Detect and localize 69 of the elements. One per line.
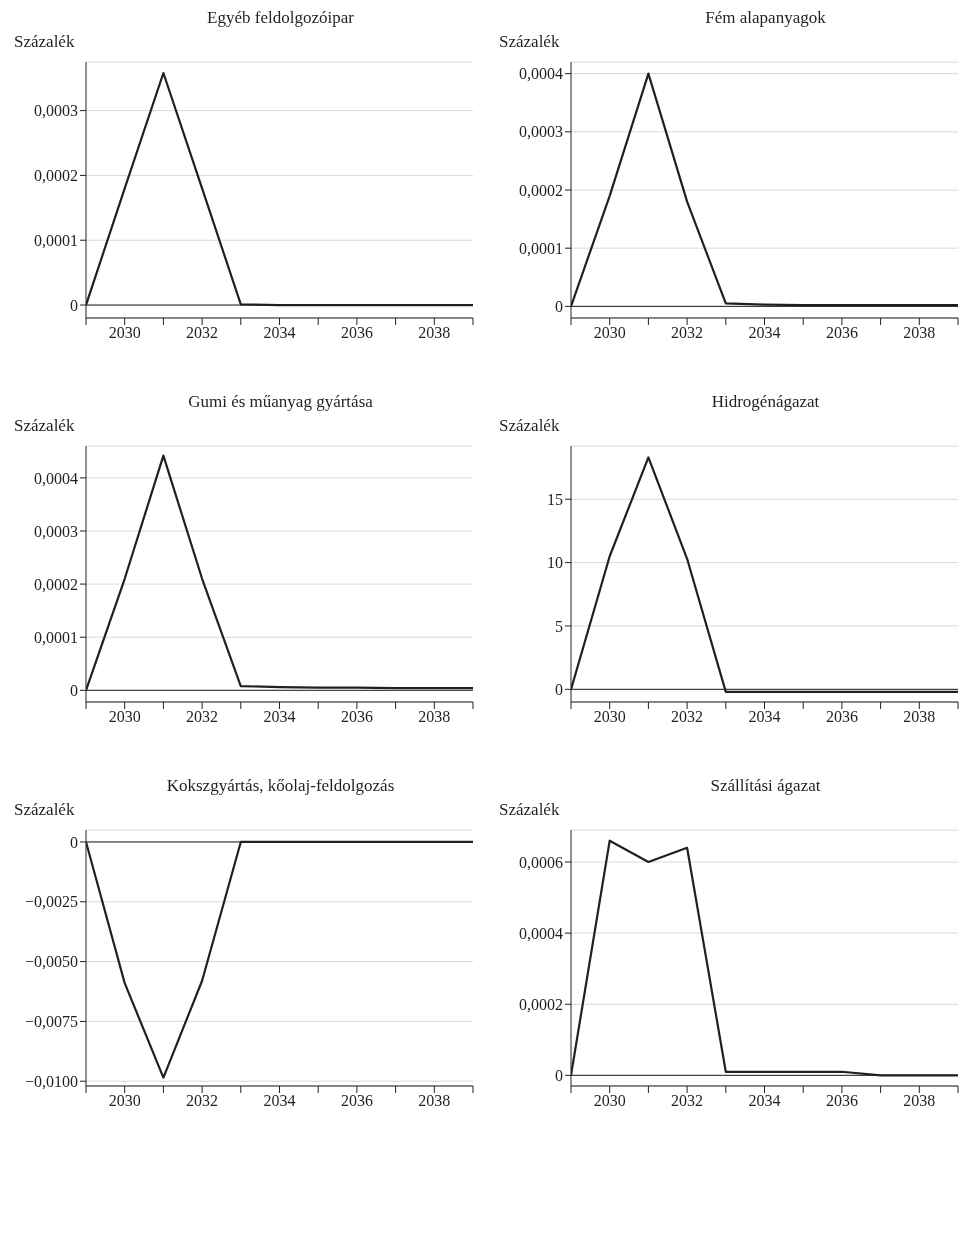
y-tick-label: 0,0003 (34, 522, 78, 540)
y-axis-title: Százalék (499, 800, 561, 820)
chart-title: Fém alapanyagok (704, 8, 827, 28)
y-tick-label: −0,0050 (24, 953, 78, 971)
x-tick-label: 2034 (263, 708, 296, 726)
y-tick-label: −0,0025 (24, 893, 78, 911)
x-tick-label: 2032 (186, 324, 219, 342)
y-tick-label: 0,0006 (519, 853, 563, 871)
x-tick-label: 2030 (593, 324, 626, 342)
x-tick-label: 2034 (748, 324, 781, 342)
chart-title: Hidrogénágazat (710, 392, 821, 412)
y-tick-label: 0,0003 (519, 123, 563, 141)
y-tick-label: 0 (70, 296, 78, 314)
y-tick-label: 0 (555, 1067, 563, 1085)
x-tick-label: 2032 (186, 1092, 219, 1110)
y-tick-label: −0,0075 (24, 1013, 78, 1031)
x-tick-label: 2030 (108, 708, 141, 726)
x-tick-label: 2030 (108, 324, 141, 342)
y-tick-label: 0,0001 (519, 239, 563, 257)
x-tick-label: 2036 (340, 708, 373, 726)
x-tick-label: 2034 (748, 708, 781, 726)
y-axis-title: Százalék (14, 416, 76, 436)
x-tick-label: 2038 (418, 324, 451, 342)
x-tick-label: 2034 (263, 1092, 296, 1110)
x-tick-label: 2038 (903, 1092, 936, 1110)
y-tick-label: 0 (70, 833, 78, 851)
x-tick-label: 2038 (903, 708, 936, 726)
x-tick-label: 2032 (671, 708, 704, 726)
x-tick-label: 2038 (418, 1092, 451, 1110)
y-tick-label: 0,0002 (34, 575, 78, 593)
x-tick-label: 2032 (671, 324, 704, 342)
chart-title: Egyéb feldolgozóipar (206, 8, 355, 28)
x-tick-label: 2038 (418, 708, 451, 726)
chart-title: Szállítási ágazat (709, 776, 822, 796)
x-tick-label: 2038 (903, 324, 936, 342)
x-tick-label: 2032 (671, 1092, 704, 1110)
x-tick-label: 2036 (340, 324, 373, 342)
x-tick-label: 2036 (825, 708, 858, 726)
y-tick-label: 0,0002 (519, 181, 563, 199)
y-tick-label: 0,0004 (34, 469, 78, 487)
y-tick-label: 0 (555, 681, 563, 699)
x-tick-label: 2034 (263, 324, 296, 342)
y-tick-label: 0,0004 (519, 924, 563, 942)
x-tick-label: 2030 (593, 1092, 626, 1110)
y-tick-label: 0,0003 (34, 102, 78, 120)
y-tick-label: 0,0001 (34, 231, 78, 249)
x-tick-label: 2030 (593, 708, 626, 726)
x-tick-label: 2036 (825, 324, 858, 342)
y-tick-label: 0,0001 (34, 628, 78, 646)
y-tick-label: 0 (555, 298, 563, 316)
x-tick-label: 2034 (748, 1092, 781, 1110)
y-axis-title: Százalék (499, 416, 561, 436)
x-tick-label: 2036 (825, 1092, 858, 1110)
y-axis-title: Százalék (14, 800, 76, 820)
y-tick-label: 0,0004 (519, 65, 563, 83)
y-axis-title: Százalék (14, 32, 76, 52)
y-tick-label: 0,0002 (519, 995, 563, 1013)
y-tick-label: 15 (547, 490, 563, 508)
x-tick-label: 2032 (186, 708, 219, 726)
y-tick-label: 5 (555, 617, 563, 635)
y-axis-title: Százalék (499, 32, 561, 52)
y-tick-label: −0,0100 (24, 1072, 78, 1090)
y-tick-label: 10 (547, 554, 563, 572)
chart-title: Gumi és műanyag gyártása (187, 392, 374, 412)
chart-title: Kokszgyártás, kőolaj-feldolgozás (165, 776, 396, 796)
y-tick-label: 0 (70, 682, 78, 699)
x-tick-label: 2030 (108, 1092, 141, 1110)
x-tick-label: 2036 (340, 1092, 373, 1110)
y-tick-label: 0,0002 (34, 167, 78, 185)
